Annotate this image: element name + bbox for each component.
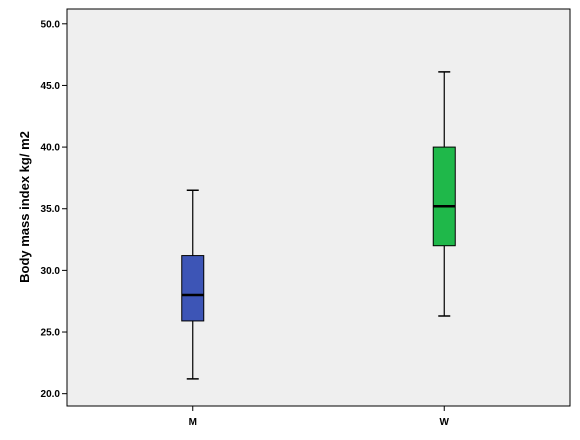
x-tick-label: M [189, 417, 197, 428]
y-tick-label: 20.0 [41, 389, 61, 400]
y-tick-label: 30.0 [41, 266, 61, 277]
y-tick-label: 25.0 [41, 328, 61, 339]
box-M [181, 189, 205, 380]
y-tick-label: 35.0 [41, 204, 61, 215]
box-W [432, 71, 456, 317]
y-tick-label: 45.0 [41, 81, 61, 92]
y-tick-label: 50.0 [41, 19, 61, 30]
y-axis-title: Body mass index kg/ m2 [17, 131, 32, 283]
y-axis: 20.0 25.0 30.0 35.0 40.0 45.0 50.0 [41, 19, 67, 400]
iqr-box [432, 146, 456, 247]
boxes [181, 71, 456, 380]
plot-area [66, 8, 571, 407]
y-tick-label: 40.0 [41, 143, 61, 154]
x-tick-label: W [440, 417, 450, 428]
iqr-box [181, 255, 205, 322]
